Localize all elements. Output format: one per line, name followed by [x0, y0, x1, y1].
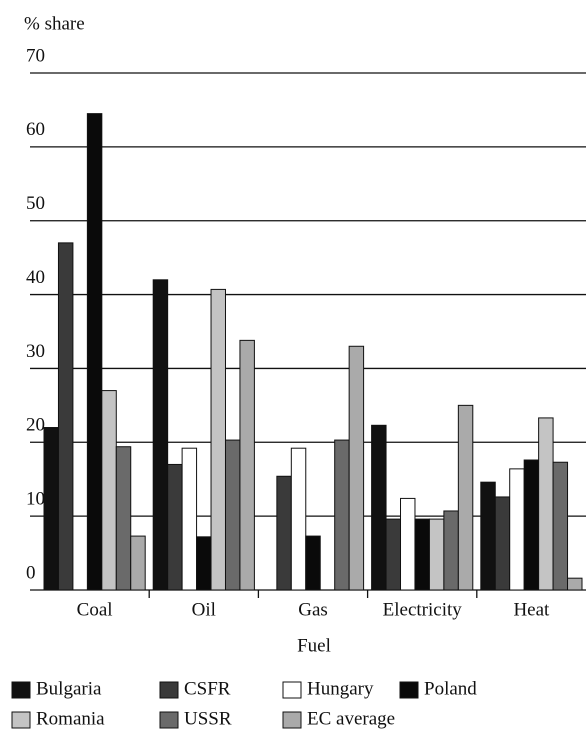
x-tick-label: Coal	[77, 599, 113, 620]
bar	[224, 439, 241, 591]
legend-swatch	[282, 681, 302, 699]
bar	[43, 427, 59, 591]
legend-label: USSR	[184, 708, 232, 729]
bar	[567, 577, 583, 591]
y-tick-label: 70	[26, 45, 45, 66]
bar	[509, 468, 525, 591]
y-tick-label: 60	[26, 119, 45, 140]
bar	[152, 279, 169, 591]
bar	[414, 518, 430, 591]
bar	[210, 288, 226, 591]
y-axis-label: % share	[24, 13, 85, 34]
bar	[371, 424, 387, 591]
bar	[276, 475, 292, 591]
legend-swatch	[11, 681, 31, 699]
bar	[334, 439, 350, 591]
bar	[167, 463, 183, 591]
x-tick-label: Heat	[513, 599, 550, 620]
bar	[523, 459, 540, 591]
bar	[457, 404, 474, 591]
bar	[101, 390, 117, 591]
bar	[348, 345, 365, 591]
x-tick-label: Oil	[192, 599, 216, 620]
y-tick-label: 0	[26, 562, 36, 583]
bar	[181, 447, 198, 591]
legend-label: Hungary	[307, 678, 374, 699]
y-tick-label: 40	[26, 267, 45, 288]
bar	[305, 535, 321, 591]
bar	[115, 446, 132, 591]
bar	[130, 535, 146, 591]
y-tick-label: 30	[26, 341, 45, 362]
x-tick-label: Electricity	[383, 599, 463, 620]
x-axis-label: Fuel	[297, 635, 331, 656]
legend-swatch	[399, 681, 419, 699]
y-tick-label: 50	[26, 193, 45, 214]
bar	[86, 113, 103, 591]
legend-label: Romania	[36, 708, 105, 729]
legend-swatch	[159, 681, 179, 699]
legend-label: Bulgaria	[36, 678, 102, 699]
bar	[400, 497, 416, 591]
legend-swatch	[11, 711, 31, 729]
y-tick-label: 20	[26, 415, 45, 436]
legend-label: Poland	[424, 678, 477, 699]
bar	[538, 417, 554, 591]
bar	[57, 242, 74, 591]
bar	[443, 510, 459, 591]
bar	[428, 518, 445, 591]
bar	[385, 518, 402, 591]
legend-label: EC average	[307, 708, 395, 729]
bar	[494, 496, 511, 591]
bar	[552, 461, 569, 591]
bar	[290, 447, 307, 591]
legend-swatch	[159, 711, 179, 729]
bar	[480, 481, 496, 591]
legend-label: CSFR	[184, 678, 231, 699]
x-tick-label: Gas	[298, 599, 328, 620]
bar	[196, 536, 212, 591]
legend-swatch	[282, 711, 302, 729]
y-tick-label: 10	[26, 489, 45, 510]
bar	[239, 339, 255, 591]
